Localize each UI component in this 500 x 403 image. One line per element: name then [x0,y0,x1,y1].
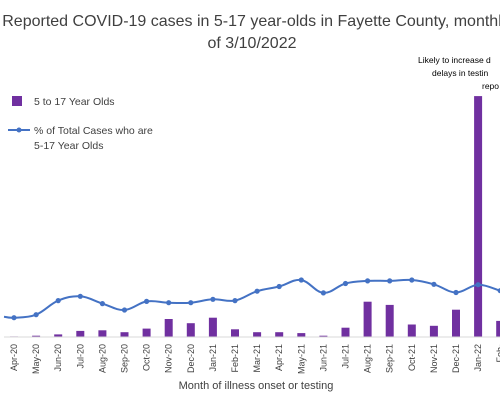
x-tick-Jan-21: Jan-21 [208,344,218,372]
chart-title-line-2: of 3/10/2022 [208,35,297,52]
bar-May-20 [32,335,41,337]
annotation: Likely to increase d delays in testin repo [418,55,499,91]
bar-Sep-20 [120,332,129,337]
bar-Jan-21 [208,317,217,337]
line-point-Jan-22 [475,282,481,288]
x-tick-Aug-21: Aug-21 [363,344,373,373]
x-tick-labels: Apr-20 May-20 Jun-20 Jul-20 Aug-20 Sep-20 Oct-… [9,344,500,374]
bar-Aug-21 [363,301,372,337]
line-point-Dec-21 [453,289,459,296]
bar-Nov-21 [429,325,438,337]
x-axis-label: Month of illness onset or testing [179,380,334,392]
x-tick-May-21: May-21 [296,344,306,374]
line-point-Aug-20 [99,301,105,307]
line-point-Oct-20 [144,298,150,304]
line-point-Sep-20 [121,307,128,313]
bar-Oct-21 [407,324,416,337]
line-point-Mar-21 [254,288,260,294]
x-tick-Dec-21: Dec-21 [451,344,461,373]
x-tick-Sep-20: Sep-20 [120,344,130,373]
line-series [3,277,500,321]
x-tick-Dec-20: Dec-20 [186,344,196,373]
legend-swatch-marker [16,127,22,133]
line-point-Jun-20 [55,298,61,304]
line-point-Feb-22 [497,288,500,294]
x-tick-Aug-20: Aug-20 [97,344,107,373]
x-tick-Mar-21: Mar-21 [252,344,262,373]
line-point-Sep-21 [387,278,393,284]
x-tick-Jul-20: Jul-20 [75,344,85,369]
bar-Jan-22 [474,96,483,337]
bar-Feb-21 [231,329,239,337]
x-tick-Oct-21: Oct-21 [407,344,417,371]
x-tick-Feb-21: Feb-21 [230,344,240,373]
line-point-Jul-21 [342,280,349,287]
bar-Sep-21 [385,304,394,337]
line-point-Nov-20 [166,300,172,306]
x-tick-Jul-21: Jul-21 [341,344,351,369]
line-point-Dec-20 [188,300,194,306]
x-tick-Jun-20: Jun-20 [53,344,63,372]
bar-Dec-21 [452,309,460,337]
line-point-Feb-21 [232,298,238,304]
bar-Jun-21 [319,335,328,337]
annotation-line-2: delays in testin [432,68,488,78]
x-tick-Nov-20: Nov-20 [164,344,174,373]
line-point-Aug-21 [365,278,371,284]
x-tick-Apr-21: Apr-21 [274,344,284,371]
legend: 5 to 17 Year Olds % of Total Cases who a… [8,96,153,152]
line-point-Jan-21 [210,296,216,302]
bar-May-21 [297,333,306,337]
bar-Jul-20 [76,330,85,337]
legend-swatch-bar [12,96,22,106]
bar-Nov-20 [164,319,173,337]
bar-Oct-20 [142,328,151,337]
x-tick-Nov-21: Nov-21 [429,344,439,373]
x-tick-May-20: May-20 [31,344,41,374]
annotation-line-3: repo [482,81,499,91]
x-tick-Feb-22: Feb- [495,344,500,363]
bar-Feb-22 [496,320,500,337]
line-point-Apr-20 [11,315,17,321]
x-tick-Oct-20: Oct-20 [142,344,152,371]
annotation-line-1: Likely to increase d [418,55,491,65]
bar-Apr-21 [275,332,284,337]
line-point-Nov-21 [431,281,437,287]
x-tick-Sep-21: Sep-21 [385,344,395,373]
line-point-Jun-21 [320,290,326,296]
line-point-Jul-20 [77,293,83,299]
bar-Jun-20 [54,334,63,337]
bar-Jul-21 [341,327,350,337]
legend-label-bar: 5 to 17 Year Olds [34,96,115,108]
chart-title-line-1: Reported COVID-19 cases in 5-17 year-old… [2,13,500,30]
x-tick-Jan-22: Jan-22 [473,344,483,372]
line-point-Apr-21 [276,283,282,290]
percent-line [3,278,500,319]
bar-Aug-20 [98,330,107,337]
x-tick-Jun-21: Jun-21 [318,344,328,372]
bar-Mar-21 [253,332,262,337]
line-point-May-20 [33,312,39,318]
line-point-Oct-21 [409,277,415,283]
bar-Dec-20 [186,323,195,337]
x-tick-Apr-20: Apr-20 [9,344,19,371]
line-point-May-21 [298,277,304,283]
bar-series [10,96,500,337]
legend-label-line-1: % of Total Cases who are [34,125,153,137]
legend-label-line-2: 5-17 Year Olds [34,140,103,152]
